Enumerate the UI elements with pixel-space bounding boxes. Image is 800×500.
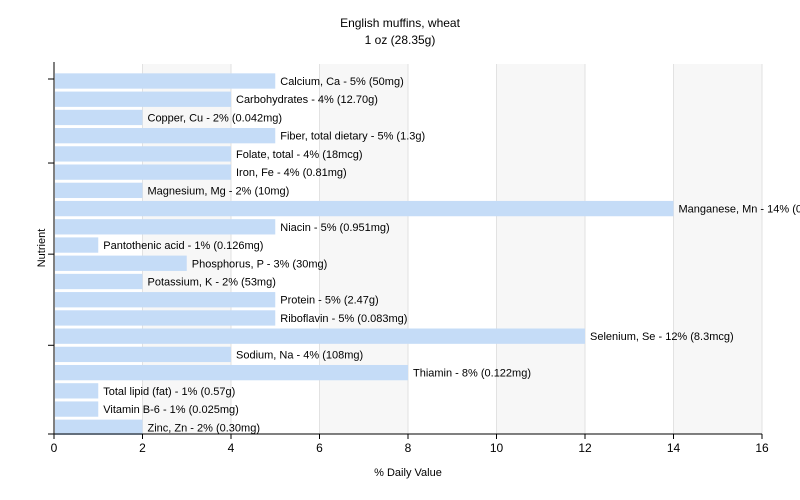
- bar: [55, 128, 276, 144]
- bar: [55, 255, 187, 271]
- bar: [55, 164, 231, 180]
- bar-label: Zinc, Zn - 2% (0.30mg): [148, 422, 260, 434]
- bar-label: Niacin - 5% (0.951mg): [280, 222, 389, 234]
- plot-band: [585, 64, 674, 434]
- bar: [55, 109, 143, 126]
- x-axis-title: % Daily Value: [374, 467, 442, 479]
- x-tick-label: 16: [755, 441, 769, 455]
- bar: [55, 219, 276, 235]
- bar: [55, 146, 231, 162]
- labels-group: Calcium, Ca - 5% (50mg) Carbohydrates - 4…: [51, 76, 800, 455]
- bar-label: Magnesium, Mg - 2% (10mg): [148, 185, 290, 197]
- bars-group: [55, 73, 674, 435]
- bar-label: Pantothenic acid - 1% (0.126mg): [103, 240, 263, 252]
- plot-band: [673, 64, 762, 434]
- bar: [55, 91, 231, 107]
- bar: [55, 401, 99, 417]
- axes-group: [48, 62, 763, 439]
- bar-label: Total lipid (fat) - 1% (0.57g): [103, 386, 235, 398]
- bar-label: Folate, total - 4% (18mcg): [236, 149, 363, 161]
- bar: [55, 292, 276, 308]
- bar: [55, 383, 99, 399]
- bar-label: Sodium, Na - 4% (108mg): [236, 349, 363, 361]
- bar-label: Riboflavin - 5% (0.083mg): [280, 313, 407, 325]
- x-tick-label: 14: [667, 441, 681, 455]
- plot-band: [496, 64, 585, 434]
- bar-label: Phosphorus, P - 3% (30mg): [192, 258, 328, 270]
- bar: [55, 346, 231, 363]
- bar: [55, 364, 408, 381]
- x-tick-label: 8: [405, 441, 412, 455]
- x-tick-label: 2: [139, 441, 146, 455]
- chart-subtitle: 1 oz (28.35g): [365, 33, 436, 47]
- bar-label: Carbohydrates - 4% (12.70g): [236, 94, 378, 106]
- bar-label: Iron, Fe - 4% (0.81mg): [236, 167, 347, 179]
- bar-label: Calcium, Ca - 5% (50mg): [280, 76, 403, 88]
- bar-label: Manganese, Mn - 14% (0.284mg): [679, 204, 800, 216]
- bar: [55, 310, 276, 326]
- bar: [55, 273, 143, 290]
- bar-label: Fiber, total dietary - 5% (1.3g): [280, 131, 425, 143]
- bar-label: Thiamin - 8% (0.122mg): [413, 368, 531, 380]
- bar: [55, 73, 276, 89]
- x-tick-label: 10: [490, 441, 504, 455]
- y-axis-title: Nutrient: [36, 229, 48, 268]
- chart-title: English muffins, wheat: [340, 16, 461, 30]
- bar: [55, 419, 143, 435]
- x-tick-label: 6: [316, 441, 323, 455]
- x-tick-label: 4: [228, 441, 235, 455]
- x-tick-label: 0: [51, 441, 58, 455]
- plot-band: [408, 64, 497, 434]
- bar-label: Copper, Cu - 2% (0.042mg): [148, 112, 283, 124]
- bar: [55, 200, 674, 217]
- bar: [55, 182, 143, 199]
- bar-label: Selenium, Se - 12% (8.3mcg): [590, 331, 734, 343]
- bar-label: Vitamin B-6 - 1% (0.025mg): [103, 404, 239, 416]
- bar-label: Protein - 5% (2.47g): [280, 295, 378, 307]
- bar: [55, 328, 585, 344]
- x-tick-label: 12: [578, 441, 592, 455]
- bar: [55, 237, 99, 253]
- bar-label: Potassium, K - 2% (53mg): [148, 276, 276, 288]
